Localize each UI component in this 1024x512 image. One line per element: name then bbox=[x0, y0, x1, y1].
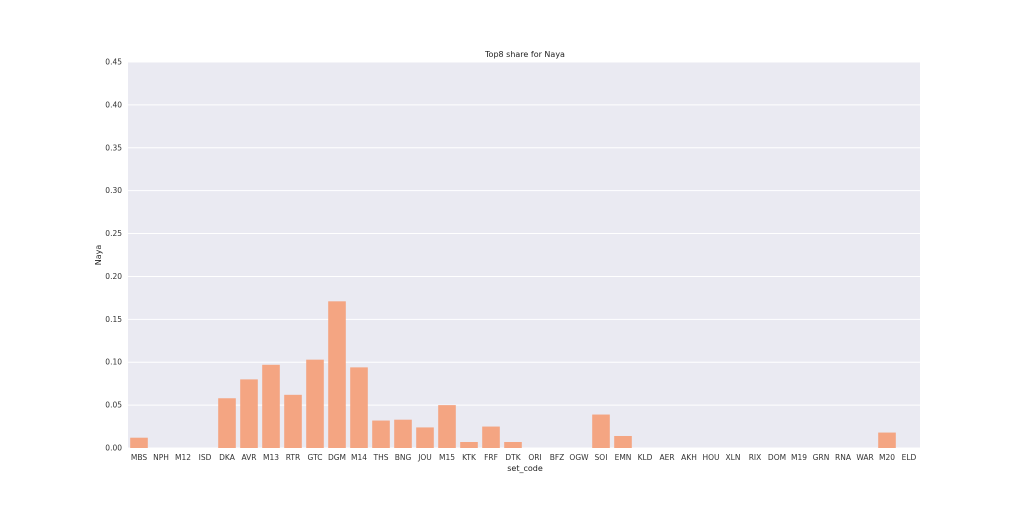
x-tick-label: NPH bbox=[153, 453, 169, 462]
bar-bng bbox=[394, 419, 412, 448]
x-tick-label: FRF bbox=[484, 453, 498, 462]
chart-title: Top8 share for Naya bbox=[484, 50, 565, 59]
gridlines bbox=[128, 61, 920, 449]
x-tick-label: THS bbox=[373, 453, 389, 462]
bar-dgm bbox=[328, 301, 346, 448]
bar-mbs bbox=[130, 437, 148, 448]
x-tick-label: M19 bbox=[791, 453, 807, 462]
x-tick-label: AER bbox=[659, 453, 674, 462]
x-tick-label: M15 bbox=[439, 453, 455, 462]
bar-series bbox=[130, 301, 896, 448]
y-tick-label: 0.05 bbox=[105, 401, 122, 410]
bar-soi bbox=[592, 414, 610, 448]
x-tick-label: SOI bbox=[595, 453, 608, 462]
x-tick-label: M13 bbox=[263, 453, 279, 462]
x-tick-label: OGW bbox=[569, 453, 589, 462]
x-tick-label: DGM bbox=[328, 453, 346, 462]
x-tick-label: AKH bbox=[681, 453, 697, 462]
y-tick-label: 0.45 bbox=[105, 58, 122, 67]
bar-ktk bbox=[460, 441, 478, 448]
y-axis-label: Naya bbox=[94, 245, 103, 266]
bar-m15 bbox=[438, 405, 456, 448]
bar-ths bbox=[372, 420, 390, 448]
y-axis-ticks: 0.00 0.05 0.10 0.15 0.20 0.25 0.30 0.35 0.40 0.45 bbox=[105, 58, 122, 453]
x-tick-label: DTK bbox=[505, 453, 521, 462]
x-axis-ticks: MBS NPH M12 ISD DKA AVR M13 RTR GTC DGM M14 THS BNG J… bbox=[131, 453, 917, 462]
bar-emn bbox=[614, 435, 632, 448]
bar-gtc bbox=[306, 359, 324, 448]
x-tick-label: BFZ bbox=[550, 453, 565, 462]
x-tick-label: M20 bbox=[879, 453, 895, 462]
x-tick-label: AVR bbox=[242, 453, 257, 462]
y-tick-label: 0.25 bbox=[105, 229, 122, 238]
plot-area bbox=[128, 62, 920, 448]
x-tick-label: WAR bbox=[856, 453, 873, 462]
bar-avr bbox=[240, 379, 258, 448]
y-tick-label: 0.10 bbox=[105, 358, 122, 367]
x-tick-label: DKA bbox=[219, 453, 236, 462]
y-tick-label: 0.20 bbox=[105, 272, 122, 281]
x-tick-label: DOM bbox=[768, 453, 786, 462]
x-tick-label: KTK bbox=[462, 453, 477, 462]
x-tick-label: EMN bbox=[615, 453, 632, 462]
bar-frf bbox=[482, 426, 500, 448]
x-tick-label: RNA bbox=[835, 453, 852, 462]
x-tick-label: M14 bbox=[351, 453, 367, 462]
bar-m13 bbox=[262, 364, 280, 448]
bar-m14 bbox=[350, 367, 368, 448]
bar-dka bbox=[218, 398, 236, 448]
bar-dtk bbox=[504, 441, 522, 448]
y-tick-label: 0.00 bbox=[105, 444, 122, 453]
x-tick-label: ISD bbox=[199, 453, 212, 462]
x-tick-label: M12 bbox=[175, 453, 191, 462]
x-tick-label: RIX bbox=[749, 453, 762, 462]
x-tick-label: HOU bbox=[702, 453, 719, 462]
y-tick-label: 0.40 bbox=[105, 100, 122, 109]
y-tick-label: 0.35 bbox=[105, 143, 122, 152]
x-tick-label: BNG bbox=[395, 453, 412, 462]
x-tick-label: RTR bbox=[286, 453, 300, 462]
x-tick-label: ORI bbox=[528, 453, 541, 462]
x-tick-label: GTC bbox=[308, 453, 323, 462]
x-tick-label: XLN bbox=[726, 453, 741, 462]
x-tick-label: JOU bbox=[417, 453, 432, 462]
bar-m20 bbox=[878, 432, 896, 448]
x-tick-label: ELD bbox=[902, 453, 917, 462]
x-tick-label: MBS bbox=[131, 453, 147, 462]
x-axis-label: set_code bbox=[507, 464, 543, 473]
x-tick-label: GRN bbox=[813, 453, 830, 462]
bar-jou bbox=[416, 427, 434, 448]
x-tick-label: KLD bbox=[638, 453, 653, 462]
y-tick-label: 0.30 bbox=[105, 186, 122, 195]
bar-rtr bbox=[284, 394, 302, 448]
y-tick-label: 0.15 bbox=[105, 315, 122, 324]
